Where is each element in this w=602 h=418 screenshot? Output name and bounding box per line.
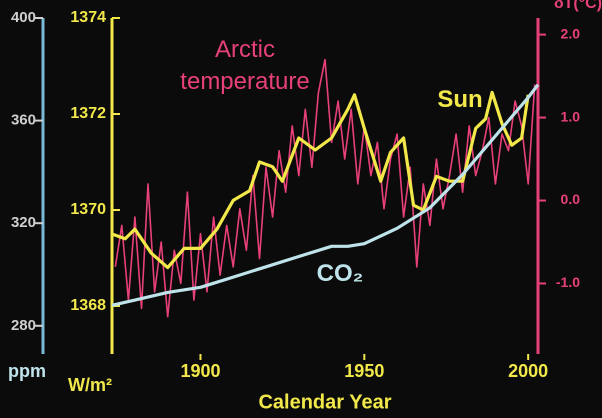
y2-axis-title: δT(°C) [554,0,602,12]
y3-tick-label: 320 [11,214,36,231]
y-tick-label: 1374 [70,9,106,26]
y-tick-label: 1370 [70,201,106,218]
y3-tick-label: 280 [11,317,36,334]
y3-tick-label: 360 [11,112,36,129]
x-axis-title: Calendar Year [258,391,391,413]
x-tick-label: 1900 [180,361,220,381]
series-label: Arctic temperature [180,36,310,95]
series-label: Sun [437,86,483,113]
y3-tick-label: 400 [11,9,36,26]
y2-tick-label: -1.0 [556,274,580,290]
y3-axis-title: ppm [8,361,46,381]
y-axis-title: W/m² [68,375,112,395]
series-line [111,83,540,307]
x-tick-label: 2000 [508,361,548,381]
y-tick-label: 1372 [70,105,106,122]
series-label: CO₂ [316,260,364,287]
x-tick-label: 1950 [344,361,384,381]
y-tick-label: 1368 [70,297,106,314]
series-line [111,90,530,270]
y2-tick-label: 0.0 [561,191,581,207]
y2-tick-label: 2.0 [561,25,581,41]
y2-tick-label: 1.0 [561,108,581,124]
